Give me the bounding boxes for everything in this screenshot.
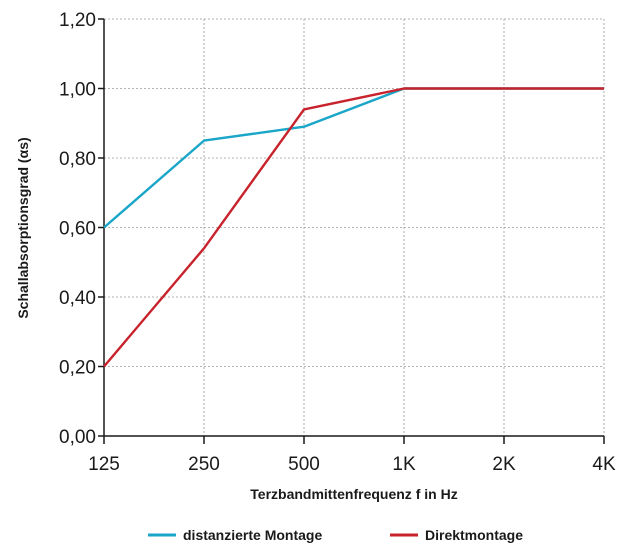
y-tick-label: 0,60 bbox=[59, 219, 96, 240]
legend-label-direktmontage: Direktmontage bbox=[425, 527, 523, 543]
series-lines bbox=[103, 87, 604, 368]
x-tick-label: 4K bbox=[592, 454, 616, 475]
y-tick-label: 0,80 bbox=[59, 149, 96, 170]
legend-label-distanzierte-montage: distanzierte Montage bbox=[183, 527, 322, 543]
axes: 0,00 0,20 0,40 0,60 0,80 1,00 1,20 125 250 500 1K 2… bbox=[59, 10, 616, 475]
x-tick-label: 1K bbox=[392, 454, 416, 475]
y-tick-label: 0,20 bbox=[59, 358, 96, 379]
legend: distanzierte Montage Direktmontage bbox=[148, 527, 523, 543]
series-line-direktmontage bbox=[103, 87, 604, 368]
y-tick-label: 0,40 bbox=[59, 288, 96, 309]
x-axis-title: Terzbandmittenfrequenz f in Hz bbox=[250, 486, 457, 502]
y-tick-label: 1,20 bbox=[59, 10, 96, 31]
x-tick-label: 500 bbox=[288, 454, 320, 475]
y-axis-title: Schallabsorptionsgrad (αs) bbox=[15, 137, 31, 318]
y-tick-label: 1,00 bbox=[59, 80, 96, 101]
x-tick-label: 125 bbox=[88, 454, 120, 475]
grid bbox=[104, 18, 605, 436]
x-tick-label: 250 bbox=[188, 454, 220, 475]
x-tick-label: 2K bbox=[492, 454, 516, 475]
y-tick-label: 0,00 bbox=[59, 427, 96, 448]
